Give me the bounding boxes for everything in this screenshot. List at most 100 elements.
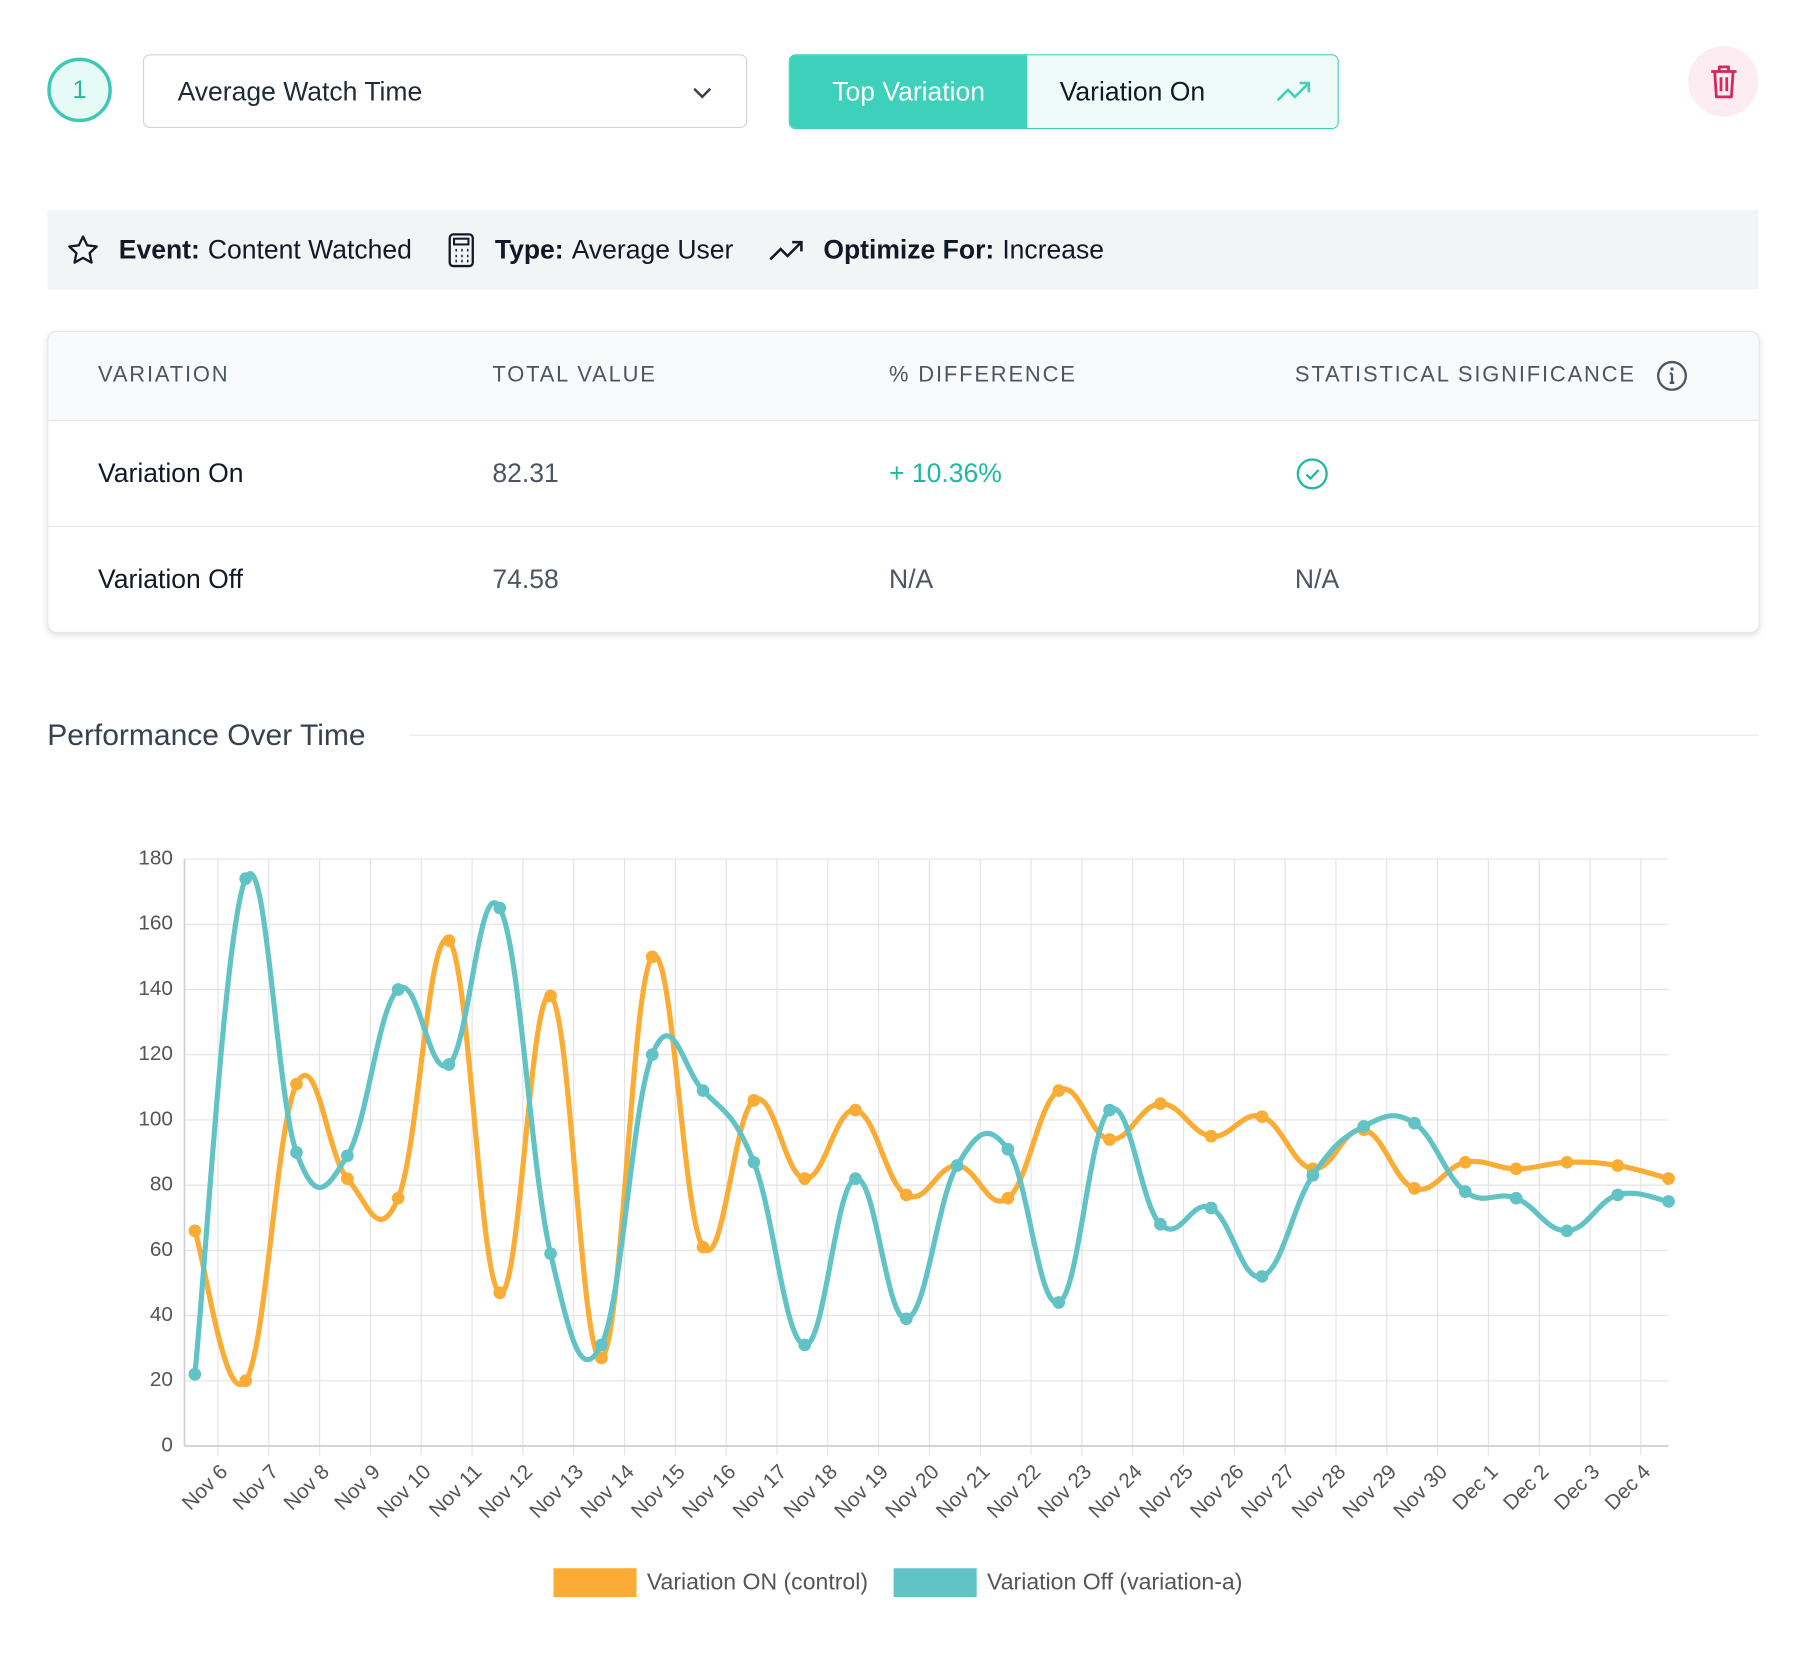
data-point <box>1255 1110 1269 1123</box>
data-point <box>1560 1224 1574 1238</box>
check-icon <box>1296 457 1328 489</box>
info-value: Content Watched <box>207 234 412 265</box>
section-title: Performance Over Time <box>47 717 366 752</box>
y-tick-label: 160 <box>138 912 173 935</box>
x-tick-label: Nov 21 <box>932 1460 995 1523</box>
data-point <box>1458 1155 1472 1169</box>
metric-select-value: Average Watch Time <box>177 75 423 106</box>
total-value: 82.31 <box>492 457 559 488</box>
results-table: VARIATION TOTAL VALUE % DIFFERENCE STATI… <box>47 330 1760 634</box>
data-point <box>1154 1217 1167 1231</box>
variation-name: Variation On <box>98 457 244 488</box>
data-point <box>1255 1270 1269 1283</box>
data-point <box>1611 1188 1625 1202</box>
data-point <box>188 1224 202 1238</box>
x-tick-label: Nov 17 <box>729 1460 792 1523</box>
column-header: VARIATION <box>98 363 230 388</box>
significance <box>1295 421 1330 526</box>
data-point <box>1662 1195 1675 1208</box>
x-tick-label: Nov 28 <box>1288 1460 1351 1523</box>
x-tick-label: Nov 14 <box>576 1460 639 1523</box>
calculator-icon <box>448 232 475 267</box>
x-tick-label: Nov 26 <box>1186 1460 1249 1523</box>
data-point <box>798 1172 812 1185</box>
data-point <box>544 989 557 1003</box>
total-value: 74.58 <box>492 563 559 594</box>
x-tick-label: Nov 18 <box>779 1460 842 1523</box>
info-item: Optimize For: Increase <box>768 234 1104 265</box>
info-bar: Event: Content Watched Type: Average User … <box>47 209 1759 290</box>
data-point <box>1154 1097 1167 1110</box>
data-point <box>188 1367 202 1381</box>
y-tick-label: 20 <box>150 1368 173 1391</box>
data-point <box>442 934 456 947</box>
data-point <box>696 1240 710 1254</box>
x-tick-label: Nov 11 <box>425 1460 487 1522</box>
x-tick-label: Nov 16 <box>678 1460 741 1523</box>
column-header: TOTAL VALUE <box>492 363 657 388</box>
y-tick-label: 40 <box>150 1303 173 1326</box>
significance: N/A <box>1294 563 1340 594</box>
y-tick-label: 60 <box>150 1238 173 1261</box>
x-tick-label: Dec 2 <box>1499 1460 1554 1515</box>
data-point <box>1204 1201 1218 1215</box>
x-tick-label: Dec 3 <box>1550 1460 1605 1515</box>
data-point <box>849 1172 862 1185</box>
x-tick-label: Nov 13 <box>525 1460 588 1523</box>
x-tick-label: Nov 8 <box>279 1460 334 1515</box>
x-tick-label: Nov 20 <box>881 1460 944 1523</box>
data-point <box>747 1094 761 1107</box>
trash-icon <box>1710 64 1736 98</box>
x-tick-label: Dec 4 <box>1601 1460 1656 1515</box>
series-line <box>192 871 1670 1375</box>
data-point <box>696 1084 710 1097</box>
data-point <box>899 1188 913 1202</box>
x-tick-label: Nov 25 <box>1135 1460 1198 1523</box>
x-tick-label: Nov 7 <box>229 1460 284 1515</box>
toggle-option[interactable]: Variation On <box>1027 55 1338 128</box>
column-header-text: STATISTICAL SIGNIFICANCE <box>1294 363 1636 388</box>
column-header: % DIFFERENCE <box>889 363 1077 388</box>
info-item: Type: Average User <box>446 232 733 267</box>
x-tick-label: Nov 19 <box>830 1460 893 1523</box>
legend-label: Variation Off (variation-a) <box>987 1568 1242 1594</box>
data-point <box>1662 1172 1675 1185</box>
x-tick-label: Nov 12 <box>474 1460 537 1523</box>
data-point <box>340 1149 354 1163</box>
x-tick-label: Nov 30 <box>1389 1460 1452 1523</box>
info-item: Event: Content Watched <box>66 232 412 267</box>
data-point <box>1408 1116 1421 1130</box>
y-tick-label: 140 <box>138 977 173 1000</box>
data-point <box>1001 1142 1015 1156</box>
data-point <box>493 901 507 915</box>
data-point <box>950 1159 964 1172</box>
column-header: STATISTICAL SIGNIFICANCE <box>1295 332 1688 420</box>
data-point <box>1306 1169 1320 1182</box>
x-tick-label: Nov 22 <box>983 1460 1046 1523</box>
y-tick-label: 180 <box>138 847 173 870</box>
data-point <box>1458 1185 1472 1198</box>
toggle-label: Variation On <box>1059 76 1206 107</box>
data-point <box>239 872 253 885</box>
data-point <box>391 1191 405 1205</box>
legend-label: Variation ON (control) <box>647 1568 868 1594</box>
info-label: Event: <box>118 234 200 265</box>
info-icon[interactable] <box>1655 360 1687 392</box>
data-point <box>1103 1103 1116 1117</box>
data-point <box>1052 1084 1066 1097</box>
info-label: Optimize For: <box>823 234 995 265</box>
metric-select[interactable]: Average Watch Time <box>142 54 748 128</box>
x-tick-label: Nov 29 <box>1338 1460 1401 1523</box>
star-icon <box>68 234 98 264</box>
variation-toggle: Top Variation Variation On <box>788 54 1339 130</box>
data-point <box>645 950 659 964</box>
chevron-icon <box>693 87 712 99</box>
step-badge: 1 <box>47 57 112 123</box>
x-tick-label: Nov 6 <box>178 1460 233 1515</box>
data-point <box>798 1338 812 1352</box>
toggle-option[interactable]: Top Variation <box>789 55 1028 128</box>
delete-button[interactable] <box>1688 46 1759 117</box>
